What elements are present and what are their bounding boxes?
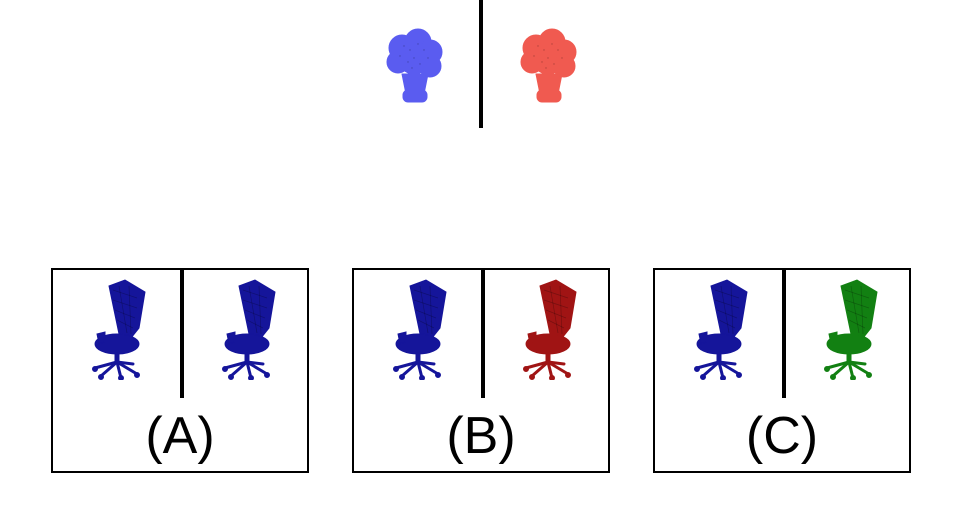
left-chair-icon [689, 278, 759, 380]
red-flower-vase-icon [518, 28, 580, 104]
green-chair-svg [819, 278, 889, 380]
option-label: (B) [446, 407, 516, 465]
left-chair-icon [87, 278, 157, 380]
right-chair-icon [217, 278, 287, 380]
option-c[interactable]: (C) [653, 268, 911, 473]
option-divider [180, 270, 184, 398]
red-flower-vase-svg [518, 28, 580, 104]
blue-chair-svg [388, 278, 458, 380]
option-divider [481, 270, 485, 398]
blue-flower-vase-icon [384, 28, 446, 104]
top-divider [479, 0, 483, 128]
red-chair-svg [518, 278, 588, 380]
option-b[interactable]: (B) [352, 268, 610, 473]
option-divider [782, 270, 786, 398]
blue-flower-vase-svg [384, 28, 446, 104]
blue-chair-svg [217, 278, 287, 380]
left-chair-icon [388, 278, 458, 380]
blue-chair-svg [689, 278, 759, 380]
blue-chair-svg [87, 278, 157, 380]
option-a[interactable]: (A) [51, 268, 309, 473]
option-label: (C) [745, 407, 819, 465]
right-chair-icon [518, 278, 588, 380]
right-chair-icon [819, 278, 889, 380]
option-label: (A) [145, 407, 215, 465]
